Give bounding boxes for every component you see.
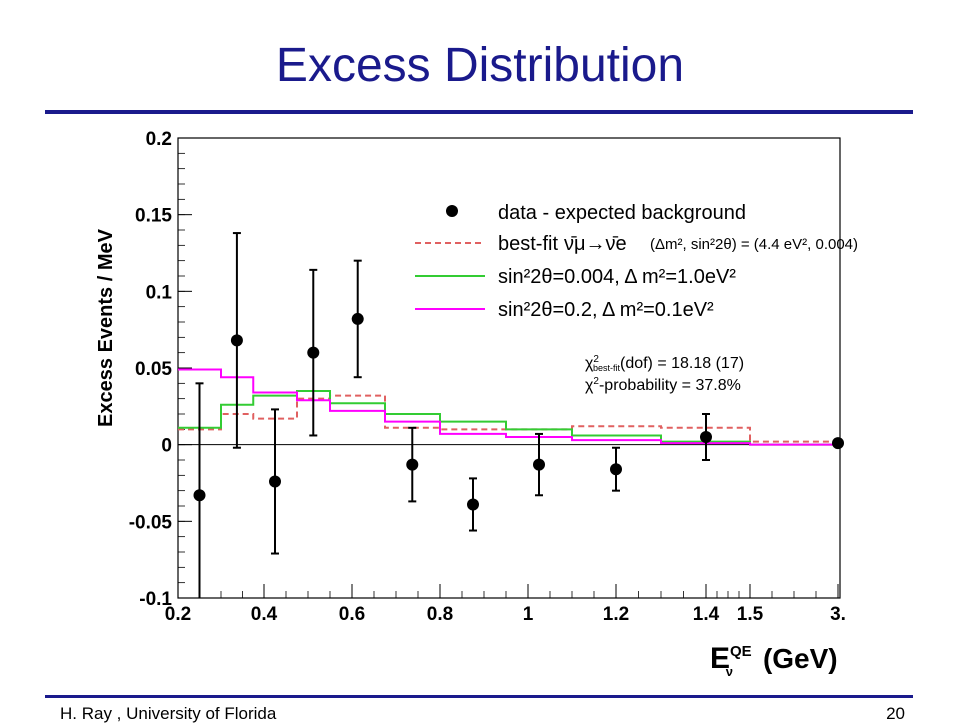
x-tick-label: 3. <box>830 604 846 625</box>
x-tick-label: 1.5 <box>737 604 764 625</box>
y-tick-label: 0.05 <box>135 359 172 380</box>
chi2-sub: best-fit <box>593 363 621 373</box>
x-axis-symbol: E <box>710 642 730 675</box>
data-point <box>467 498 479 511</box>
data-point <box>832 437 844 450</box>
y-tick-label: 0.1 <box>146 282 173 303</box>
page-number: 20 <box>886 704 905 723</box>
chi2-prob-sup: 2 <box>593 376 599 387</box>
data-point <box>307 346 320 359</box>
legend: data - expected background best-fit ν̄μ→ν̄… <box>415 202 858 321</box>
legend-label-3: sin²2θ=0.2, Δ m²=0.1eV² <box>498 299 714 321</box>
data-point <box>700 431 712 443</box>
legend-label-data: data - expected background <box>498 202 746 224</box>
y-tick-label: 0.15 <box>135 206 172 227</box>
data-point <box>351 312 364 325</box>
x-tick-label: 1.2 <box>603 604 629 625</box>
y-tick-label: 0.2 <box>146 129 172 150</box>
title-rule <box>45 110 913 114</box>
footer-rule <box>45 695 913 698</box>
legend-label-1: best-fit ν̄μ→ν̄e <box>498 233 627 255</box>
legend-formula: ν̄μ→ν̄e <box>564 233 627 255</box>
chi2-prob-text: χ2-probability = 37.8% <box>585 376 741 394</box>
histograms <box>178 368 838 446</box>
legend-label-2: sin²2θ=0.004, Δ m²=1.0eV² <box>498 266 736 288</box>
x-tick-label: 1.4 <box>693 604 720 625</box>
y-tick-label: -0.05 <box>129 512 173 533</box>
histogram-sin-2-0-004-m-1-0ev- <box>178 390 838 446</box>
x-tick-label: 0.8 <box>427 604 453 625</box>
x-axis-label: EQE ν (GeV) <box>710 642 838 679</box>
x-tick-label: 0.2 <box>165 604 191 625</box>
data-point <box>230 334 243 347</box>
y-axis-label: Excess Events / MeV <box>95 228 117 427</box>
chi2-value: (dof) = 18.18 (17) <box>620 355 744 372</box>
x-tick-label: 1 <box>523 604 534 625</box>
data-point <box>533 458 545 471</box>
x-axis-unit: (GeV) <box>763 643 838 674</box>
x-axis-subscript: ν <box>726 664 733 679</box>
legend-marker-data <box>446 205 458 217</box>
x-axis-superscript: QE <box>730 643 752 660</box>
chi2-prob-value: -probability = 37.8% <box>599 377 741 394</box>
histogram-sin-2-0-2-m-0-1ev- <box>178 368 838 446</box>
chi2-text: χ2 best-fit(dof) = 18.18 (17) <box>585 354 744 373</box>
chi2-sup: 2 <box>593 354 599 365</box>
excess-distribution-chart: -0.1 -0.05 0 0.05 0.1 0.15 0.2 0.2 0.4 0.6 0.8 1 1.2… <box>95 129 858 679</box>
y-tick-label: -0.1 <box>139 589 172 610</box>
chi2-symbol: χ <box>585 355 594 372</box>
data-point <box>610 463 622 476</box>
x-tick-label: 0.4 <box>251 604 278 625</box>
data-point <box>269 475 281 488</box>
data-point <box>193 489 206 502</box>
data-point <box>406 458 419 471</box>
x-tick-label: 0.6 <box>339 604 365 625</box>
chi2-prob-symbol: χ <box>585 377 594 394</box>
chi2-annotation: χ2 best-fit(dof) = 18.18 (17)χ2-probabili… <box>585 354 744 394</box>
slide-title: Excess Distribution <box>275 39 685 92</box>
axes: -0.1 -0.05 0 0.05 0.1 0.15 0.2 0.2 0.4 0.6 0.8 1 1.2… <box>95 129 846 679</box>
legend-note: (Δm², sin²2θ) = (4.4 eV², 0.004) <box>650 236 858 253</box>
data-points <box>193 232 844 598</box>
footer-author: H. Ray , University of Florida <box>60 704 277 723</box>
y-tick-label: 0 <box>161 436 172 457</box>
histogram-best-fit <box>178 394 838 443</box>
